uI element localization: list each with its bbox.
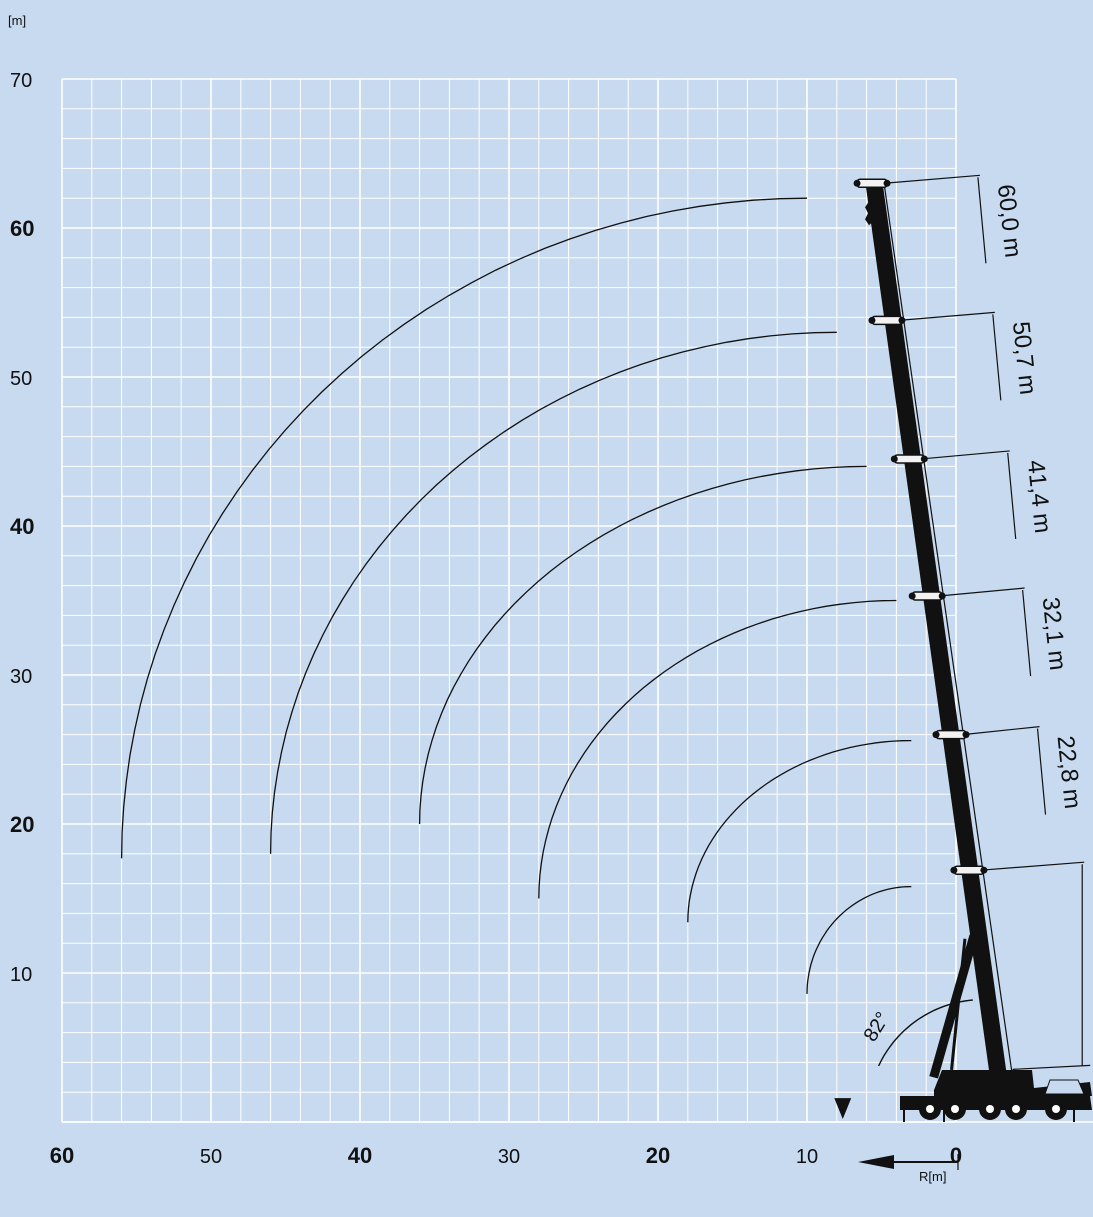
collar-pin-icon [868, 316, 876, 324]
boom-dimensions: 60,0 m50,7 m41,4 m32,1 m22,8 m13,5 m [884, 174, 1091, 1070]
luffing-rod [950, 938, 967, 1071]
boom-section-collar [871, 315, 903, 326]
crane-carrier [900, 1070, 1092, 1122]
crane-drawing [834, 178, 1092, 1122]
dimension-leader [939, 587, 1025, 597]
cab-window [1044, 1079, 1085, 1095]
reach-arc [120, 197, 808, 859]
dimension-leader [980, 861, 1085, 871]
wheel-hub [1012, 1105, 1020, 1113]
boom-section-collar [935, 729, 967, 740]
collar-pin-icon [950, 866, 958, 874]
y-tick-label: 70 [10, 70, 32, 92]
arrowhead-left-icon [858, 1155, 894, 1169]
dimension-leader [898, 311, 995, 321]
y-unit-label: [m] [8, 13, 26, 28]
boom-length-label: 32,1 m [1037, 596, 1072, 672]
dimension-line [1007, 452, 1017, 540]
reach-arc [418, 465, 867, 825]
x-tick-label: 20 [646, 1143, 670, 1168]
collar-pin-icon [932, 731, 940, 739]
boom-length-label: 50,7 m [1007, 320, 1042, 396]
x-tick-label: 10 [796, 1146, 818, 1168]
dimension-line [977, 177, 987, 264]
axis-labels: 60 50 40 30 20 10 0 70 60 50 40 30 20 10 [10, 70, 962, 1168]
boom-section-collar [893, 454, 926, 464]
dimension-line [992, 314, 1002, 401]
hoist-rope [883, 183, 1014, 1078]
x-tick-label: 60 [50, 1143, 74, 1168]
dimension-leader [884, 174, 980, 184]
luffing-cylinder [929, 934, 979, 1079]
wheel-hub [926, 1105, 934, 1113]
y-tick-label: 40 [10, 514, 34, 539]
y-tick-label: 50 [10, 368, 32, 390]
y-tick-label: 20 [10, 812, 34, 837]
dimension-leader [921, 450, 1010, 460]
dimension-leader [962, 726, 1040, 736]
collar-pin-icon [853, 179, 861, 187]
x-tick-label: 30 [498, 1146, 520, 1168]
collar-pin-icon [908, 592, 916, 600]
x-tick-label: 50 [200, 1146, 222, 1168]
radius-arrow [858, 1154, 959, 1170]
x-unit-label: R[m] [919, 1169, 946, 1184]
wheel-hub [951, 1105, 959, 1113]
grid [61, 78, 1093, 1123]
y-tick-label: 10 [10, 964, 32, 986]
reach-arc [269, 331, 837, 854]
boom [865, 182, 1007, 1073]
boom-length-label: 41,4 m [1022, 459, 1057, 535]
y-tick-label: 60 [10, 216, 34, 241]
y-tick-label: 30 [10, 666, 32, 688]
reach-arc [538, 599, 897, 899]
reach-arc [806, 885, 912, 994]
reach-arcs [120, 197, 912, 994]
boom-section-collar [911, 591, 943, 601]
boom-section-collar [856, 178, 888, 189]
boom-section-collar [953, 865, 985, 875]
wheel-hub [986, 1105, 994, 1113]
reach-arc [687, 739, 912, 923]
x-tick-label: 0 [950, 1143, 962, 1168]
angle-arrow-icon [834, 1098, 852, 1120]
boom-length-label: 22,8 m [1052, 734, 1087, 810]
dimension-line [1022, 589, 1032, 677]
collar-pin-icon [890, 455, 898, 463]
x-tick-label: 40 [348, 1143, 372, 1168]
angle-label: 82° [860, 1008, 895, 1045]
boom-length-label: 60,0 m [992, 183, 1027, 259]
dimension-leader [1012, 1064, 1091, 1070]
hook-icon [865, 201, 875, 226]
angle-arc [877, 999, 973, 1067]
wheel-hub [1052, 1105, 1060, 1113]
dimension-line [1036, 728, 1047, 815]
